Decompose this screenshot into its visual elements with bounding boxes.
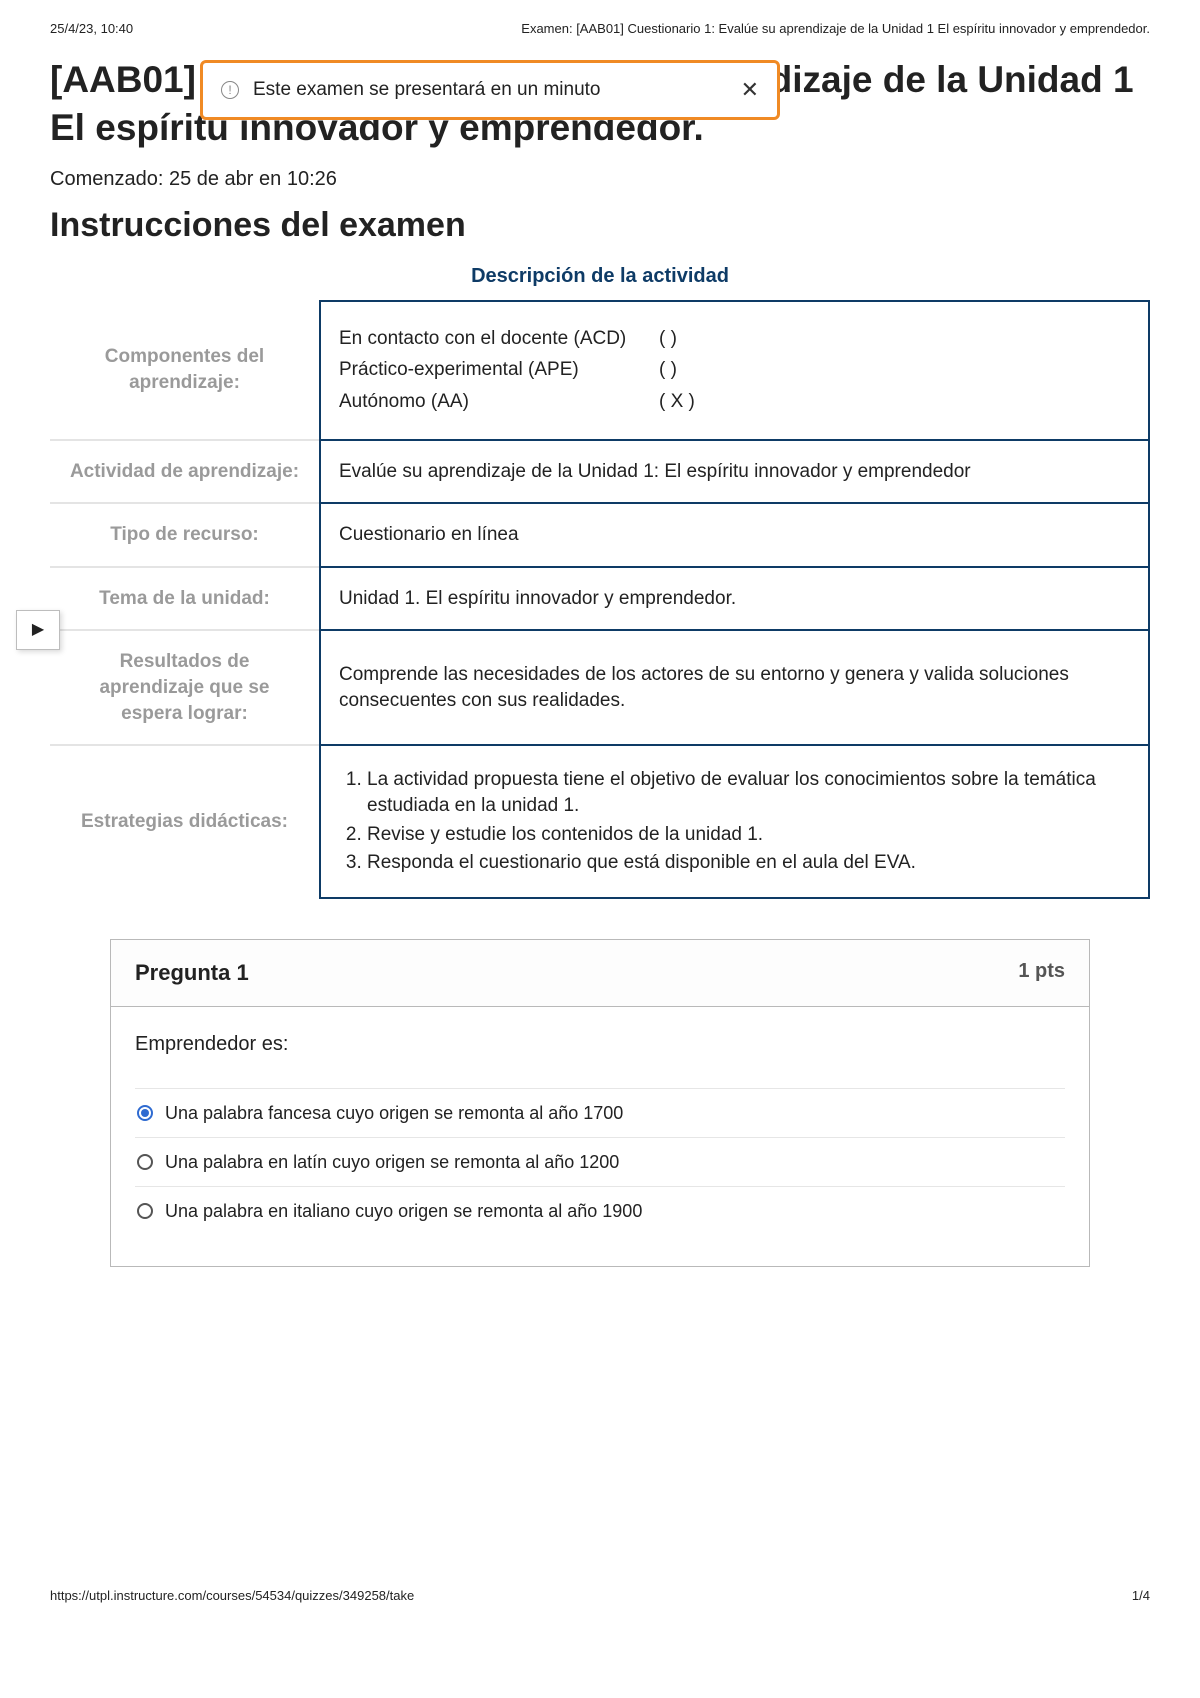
exam-timer-notice: ! Este examen se presentará en un minuto… <box>200 60 780 120</box>
comp-mark-1: ( ) <box>659 357 729 383</box>
comp-name-0: En contacto con el docente (ACD) <box>339 326 629 352</box>
question-option[interactable]: Una palabra en latín cuyo origen se remo… <box>135 1137 1065 1186</box>
chevron-right-icon: ▶ <box>32 619 44 641</box>
row-label-componentes: Componentes del aprendizaje: <box>50 301 320 440</box>
row-label-resultados: Resultados de aprendizaje que se espera … <box>50 630 320 745</box>
row-label-tipo: Tipo de recurso: <box>50 503 320 567</box>
comp-mark-2: ( X ) <box>659 389 729 415</box>
started-timestamp: Comenzado: 25 de abr en 10:26 <box>50 166 1150 193</box>
row-value-componentes: En contacto con el docente (ACD) ( ) Prá… <box>320 301 1149 440</box>
row-label-actividad: Actividad de aprendizaje: <box>50 440 320 504</box>
strategy-item: Revise y estudie los contenidos de la un… <box>367 822 1130 848</box>
strategy-item: Responda el cuestionario que está dispon… <box>367 850 1130 876</box>
row-value-estrategias: La actividad propuesta tiene el objetivo… <box>320 745 1149 898</box>
question-header: Pregunta 1 1 pts <box>111 940 1089 1007</box>
print-datetime: 25/4/23, 10:40 <box>50 20 133 38</box>
print-header: 25/4/23, 10:40 Examen: [AAB01] Cuestiona… <box>50 20 1150 38</box>
print-doc-title: Examen: [AAB01] Cuestionario 1: Evalúe s… <box>521 20 1150 38</box>
row-value-resultados: Comprende las necesidades de los actores… <box>320 630 1149 745</box>
row-label-tema: Tema de la unidad: <box>50 567 320 631</box>
comp-name-1: Práctico-experimental (APE) <box>339 357 629 383</box>
radio-icon[interactable] <box>137 1105 153 1121</box>
activity-description-table: Componentes del aprendizaje: En contacto… <box>50 300 1150 899</box>
activity-table-heading: Descripción de la actividad <box>50 263 1150 290</box>
question-body: Emprendedor es: Una palabra fancesa cuyo… <box>111 1007 1089 1266</box>
footer-page: 1/4 <box>1132 1587 1150 1605</box>
row-value-actividad: Evalúe su aprendizaje de la Unidad 1: El… <box>320 440 1149 504</box>
side-expand-tab[interactable]: ▶ <box>16 610 60 650</box>
option-text: Una palabra en latín cuyo origen se remo… <box>165 1150 619 1174</box>
radio-icon[interactable] <box>137 1154 153 1170</box>
option-text: Una palabra en italiano cuyo origen se r… <box>165 1199 642 1223</box>
question-points: 1 pts <box>1018 958 1065 988</box>
strategy-item: La actividad propuesta tiene el objetivo… <box>367 767 1130 818</box>
print-footer: https://utpl.instructure.com/courses/545… <box>50 1587 1150 1605</box>
info-icon: ! <box>221 81 239 99</box>
question-box: Pregunta 1 1 pts Emprendedor es: Una pal… <box>110 939 1090 1267</box>
comp-name-2: Autónomo (AA) <box>339 389 629 415</box>
row-value-tema: Unidad 1. El espíritu innovador y empren… <box>320 567 1149 631</box>
instructions-heading: Instrucciones del examen <box>50 203 1150 249</box>
notice-text: Este examen se presentará en un minuto <box>253 77 600 103</box>
close-icon[interactable]: ✕ <box>741 75 759 105</box>
question-option[interactable]: Una palabra fancesa cuyo origen se remon… <box>135 1088 1065 1137</box>
footer-url: https://utpl.instructure.com/courses/545… <box>50 1587 414 1605</box>
question-prompt: Emprendedor es: <box>135 1031 1065 1058</box>
radio-icon[interactable] <box>137 1203 153 1219</box>
question-option[interactable]: Una palabra en italiano cuyo origen se r… <box>135 1186 1065 1235</box>
option-text: Una palabra fancesa cuyo origen se remon… <box>165 1101 623 1125</box>
question-number: Pregunta 1 <box>135 958 249 988</box>
comp-mark-0: ( ) <box>659 326 729 352</box>
row-value-tipo: Cuestionario en línea <box>320 503 1149 567</box>
row-label-estrategias: Estrategias didácticas: <box>50 745 320 898</box>
